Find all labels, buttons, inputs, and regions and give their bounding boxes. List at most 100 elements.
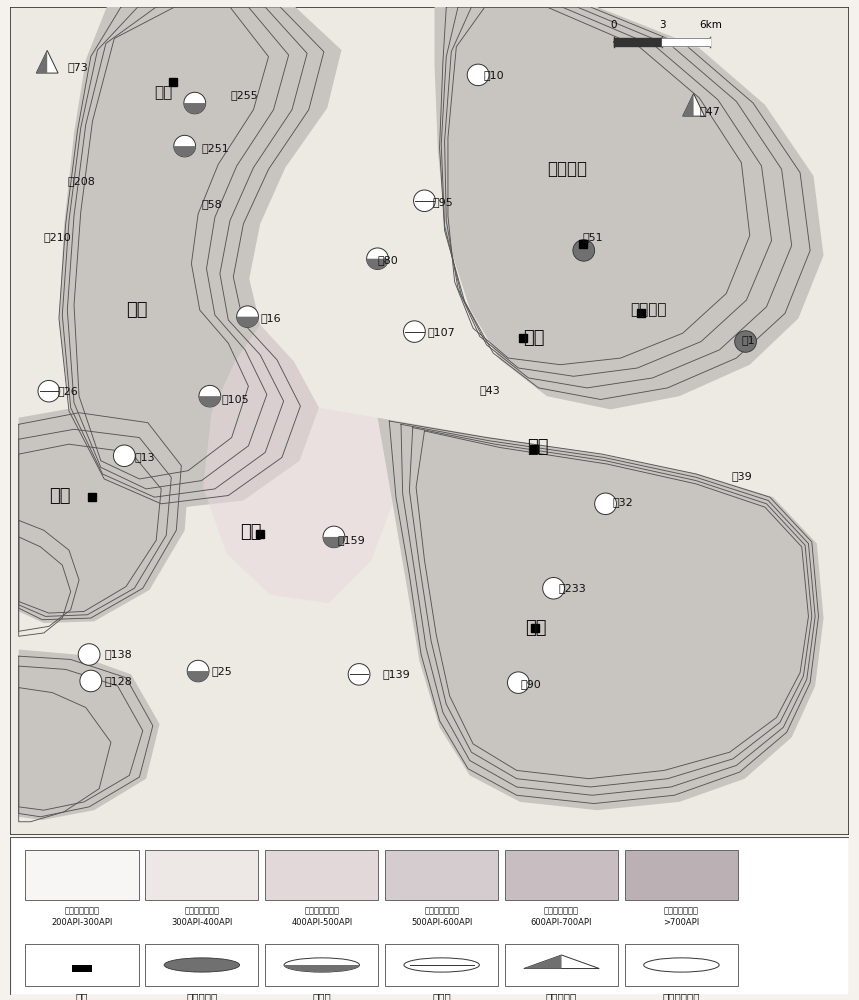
Text: 板16: 板16 xyxy=(260,313,281,323)
Text: 自然伽马测井值
600API-700API: 自然伽马测井值 600API-700API xyxy=(531,907,593,927)
Circle shape xyxy=(404,958,479,972)
Text: 油层显示井: 油层显示井 xyxy=(546,992,577,1000)
Text: 城73: 城73 xyxy=(67,62,88,72)
Bar xyxy=(145,850,259,900)
Text: 玄马: 玄马 xyxy=(155,86,173,101)
Text: 宁90: 宁90 xyxy=(520,679,541,689)
Text: 庄47: 庄47 xyxy=(699,106,721,116)
Circle shape xyxy=(573,240,594,261)
Text: 庄43: 庄43 xyxy=(480,385,501,395)
Bar xyxy=(265,850,378,900)
Wedge shape xyxy=(367,259,388,269)
Text: 宁139: 宁139 xyxy=(382,669,411,679)
Wedge shape xyxy=(237,317,259,327)
Circle shape xyxy=(284,958,360,972)
Circle shape xyxy=(80,670,101,692)
Text: 0: 0 xyxy=(611,20,618,30)
Text: 自然伽马测井值
500API-600API: 自然伽马测井值 500API-600API xyxy=(411,907,472,927)
Circle shape xyxy=(199,385,221,407)
Polygon shape xyxy=(524,955,600,969)
Text: 庄233: 庄233 xyxy=(558,583,587,593)
Text: 盘客: 盘客 xyxy=(525,619,546,637)
Bar xyxy=(265,944,378,986)
Text: 庄13: 庄13 xyxy=(134,452,155,462)
Circle shape xyxy=(734,331,757,352)
Circle shape xyxy=(467,64,489,86)
Text: 庄80: 庄80 xyxy=(377,255,399,265)
Circle shape xyxy=(643,958,719,972)
Circle shape xyxy=(113,445,135,467)
Text: 宁25: 宁25 xyxy=(211,666,232,676)
Text: 西26: 西26 xyxy=(58,386,78,396)
Polygon shape xyxy=(19,650,160,820)
Polygon shape xyxy=(683,94,693,116)
Polygon shape xyxy=(683,94,704,116)
Text: 低产井: 低产井 xyxy=(313,992,331,1000)
Wedge shape xyxy=(184,103,205,114)
Polygon shape xyxy=(435,7,824,409)
Polygon shape xyxy=(59,7,342,509)
Wedge shape xyxy=(174,146,196,157)
Text: 安置农场: 安置农场 xyxy=(547,160,587,178)
Circle shape xyxy=(78,644,100,665)
Text: 王家大庄: 王家大庄 xyxy=(631,303,667,318)
Text: 庄159: 庄159 xyxy=(338,535,365,545)
Circle shape xyxy=(367,248,388,269)
Circle shape xyxy=(413,190,436,212)
Text: 自然伽马测井值
300API-400API: 自然伽马测井值 300API-400API xyxy=(171,907,233,927)
Bar xyxy=(505,944,618,986)
Text: 合水: 合水 xyxy=(240,523,261,541)
Text: 宁39: 宁39 xyxy=(731,471,752,481)
Text: 庆城: 庆城 xyxy=(126,301,148,319)
Circle shape xyxy=(594,493,617,515)
Text: 工业油流井: 工业油流井 xyxy=(186,992,217,1000)
Bar xyxy=(26,944,138,986)
Polygon shape xyxy=(19,406,190,623)
Text: 自然伽马测井值
400API-500API: 自然伽马测井值 400API-500API xyxy=(291,907,352,927)
Text: 庄58: 庄58 xyxy=(202,199,222,209)
Bar xyxy=(26,850,138,900)
Text: 3: 3 xyxy=(659,20,666,30)
Circle shape xyxy=(184,92,205,114)
Text: 庄95: 庄95 xyxy=(433,197,454,207)
Text: 油层未显示井: 油层未显示井 xyxy=(662,992,700,1000)
Circle shape xyxy=(38,380,60,402)
Wedge shape xyxy=(187,671,209,682)
Circle shape xyxy=(237,306,259,327)
Text: 地名: 地名 xyxy=(76,992,88,1000)
Text: 6km: 6km xyxy=(699,20,722,30)
Circle shape xyxy=(543,577,564,599)
Text: 西255: 西255 xyxy=(231,90,259,100)
Wedge shape xyxy=(323,537,344,548)
Bar xyxy=(624,944,738,986)
Text: 自然伽马测井值
>700API: 自然伽马测井值 >700API xyxy=(663,907,699,927)
Bar xyxy=(505,850,618,900)
Bar xyxy=(145,944,259,986)
Text: 西208: 西208 xyxy=(67,176,95,186)
Text: 板107: 板107 xyxy=(428,327,455,337)
Bar xyxy=(385,944,498,986)
Polygon shape xyxy=(203,325,393,603)
Text: 宁128: 宁128 xyxy=(104,676,132,686)
Circle shape xyxy=(174,135,196,157)
Circle shape xyxy=(348,664,370,685)
Text: 宁32: 宁32 xyxy=(612,497,633,507)
Bar xyxy=(72,965,92,972)
Text: 庄51: 庄51 xyxy=(582,232,603,242)
Circle shape xyxy=(164,958,240,972)
Circle shape xyxy=(404,321,425,342)
Text: 自然伽马测井值
200API-300API: 自然伽马测井值 200API-300API xyxy=(52,907,113,927)
Circle shape xyxy=(187,660,209,682)
Text: 宁138: 宁138 xyxy=(104,649,132,659)
Polygon shape xyxy=(377,418,824,810)
Wedge shape xyxy=(199,396,221,407)
Bar xyxy=(385,850,498,900)
Wedge shape xyxy=(284,965,360,972)
Text: 固城: 固城 xyxy=(527,438,548,456)
Text: 庄10: 庄10 xyxy=(483,70,503,80)
Polygon shape xyxy=(36,50,47,73)
Circle shape xyxy=(508,672,529,693)
Text: 塔1: 塔1 xyxy=(741,335,755,345)
Polygon shape xyxy=(524,955,562,969)
Text: 产水井: 产水井 xyxy=(432,992,451,1000)
